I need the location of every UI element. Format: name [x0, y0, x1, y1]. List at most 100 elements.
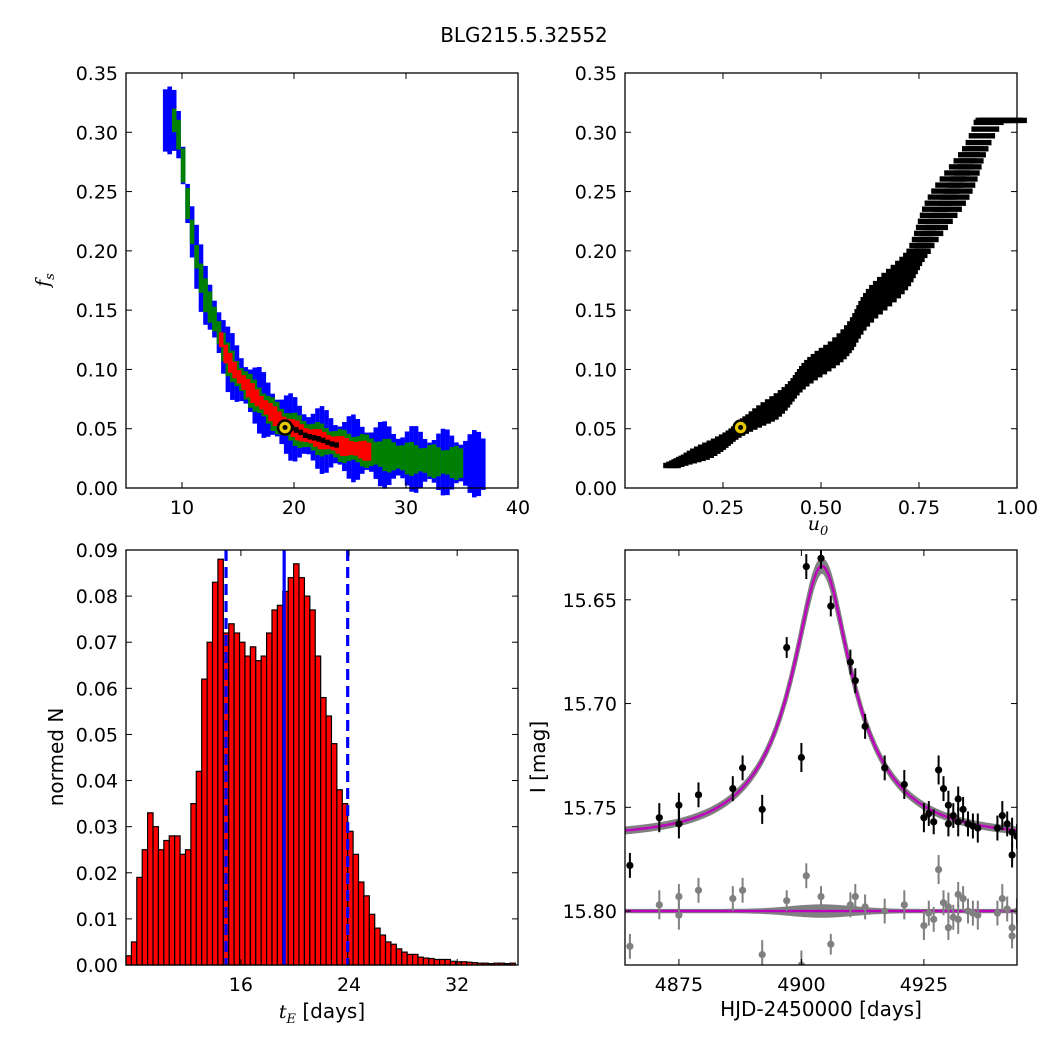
residual-point	[739, 886, 747, 894]
residual-point	[1008, 932, 1016, 940]
residual-point	[827, 940, 835, 948]
posterior-cell-green	[203, 278, 208, 313]
posterior-cell-green	[825, 350, 839, 357]
posterior-cell-green	[458, 448, 464, 478]
y-tick-label: 0.03	[76, 817, 118, 839]
data-point	[797, 753, 806, 762]
posterior-cell-red	[765, 407, 775, 413]
posterior-cell-green	[436, 447, 441, 477]
posterior-cell-green	[894, 268, 910, 275]
y-tick-label: 0.06	[76, 678, 118, 700]
posterior-cell-red	[772, 401, 782, 407]
histogram-bar	[417, 956, 424, 966]
histogram-bar	[249, 646, 257, 966]
histogram-bar	[233, 632, 241, 966]
posterior-cell-green	[377, 441, 383, 467]
posterior-cell-green	[924, 224, 940, 231]
residual-point	[959, 895, 967, 903]
data-point	[1008, 851, 1016, 859]
y-tick-label: 15.75	[563, 797, 617, 819]
y-tick-label: 0.00	[76, 478, 118, 500]
histogram-bar	[141, 849, 149, 966]
posterior-cell-red	[357, 441, 363, 459]
posterior-cell-red	[768, 404, 778, 410]
x-tick-label: 32	[445, 974, 469, 996]
posterior-cell-blue	[167, 86, 172, 155]
data-point	[944, 820, 953, 828]
panel-light-curve: 4875 4900 4925 15.65 15.70 15.75 15.80 I [mag] H…	[526, 549, 1018, 1021]
histogram-bar	[379, 934, 387, 966]
histogram-bar	[368, 913, 376, 966]
histogram-bar	[363, 895, 370, 966]
x-axis-label: tE [days]	[279, 999, 365, 1027]
x-axis-label: u0	[808, 513, 829, 539]
posterior-cell-red	[362, 440, 367, 461]
posterior-cell-red	[339, 436, 345, 456]
posterior-cell-green	[821, 353, 836, 360]
y-tick-label: 0.00	[575, 478, 617, 500]
posterior-cell-green	[841, 333, 856, 339]
y-tick-label: 0.07	[76, 632, 118, 654]
residual-point	[802, 872, 810, 880]
histogram-bar	[190, 803, 197, 966]
histogram-bar	[184, 849, 192, 966]
posterior-cell-blue	[467, 434, 473, 493]
x-tick-label: 0.25	[702, 497, 744, 519]
posterior-cell-green	[386, 438, 392, 473]
posterior-cell-green	[874, 293, 890, 299]
residual-point	[974, 911, 982, 919]
posterior-cell-green	[878, 288, 893, 295]
x-tick-label: 24	[337, 974, 361, 996]
y-tick-label: 0.08	[76, 586, 118, 608]
posterior-cell-black	[302, 432, 308, 438]
posterior-cell-black	[298, 429, 303, 436]
posterior-cell-red	[250, 383, 255, 403]
histogram-bar	[395, 948, 403, 966]
data-point	[949, 812, 957, 820]
y-tick-label: 0.15	[76, 300, 118, 322]
histogram-bar	[255, 660, 262, 966]
histogram-bar	[444, 958, 452, 966]
posterior-cell-green	[409, 442, 414, 476]
posterior-cell-green	[805, 369, 819, 375]
histogram-bar	[433, 958, 441, 966]
y-tick-label: 15.70	[563, 694, 617, 716]
data-point	[920, 814, 928, 822]
y-axis-label: fs	[32, 273, 58, 289]
histogram-bar	[211, 581, 219, 966]
posterior-cell-red	[798, 376, 809, 383]
posterior-cell-green	[391, 442, 396, 471]
histogram-bar	[314, 655, 322, 966]
x-tick-label: 30	[394, 497, 418, 519]
data-point	[817, 554, 825, 562]
posterior-cell-green	[950, 176, 967, 182]
posterior-cell-green	[901, 260, 917, 267]
posterior-cell-red	[223, 344, 228, 364]
data-point	[626, 861, 634, 870]
histogram-bar	[439, 958, 446, 966]
data-point	[881, 764, 889, 772]
residual-point	[783, 897, 791, 905]
posterior-cell-black	[307, 434, 312, 440]
posterior-cell-red	[775, 398, 785, 404]
data-point	[675, 820, 683, 828]
residual-point	[861, 903, 869, 911]
data-point	[739, 764, 747, 772]
posterior-cell-green	[914, 242, 930, 249]
posterior-cell-green	[431, 444, 437, 479]
y-tick-label: 15.80	[563, 901, 617, 923]
axes-frame	[125, 549, 519, 966]
x-tick-label: 16	[229, 974, 253, 996]
posterior-cell-black	[729, 432, 735, 439]
y-axis-label: normed N	[44, 708, 68, 807]
y-tick-label: 0.25	[575, 182, 617, 204]
histogram-bar	[303, 595, 311, 966]
x-tick-label: 10	[170, 497, 194, 519]
posterior-cell-green	[404, 442, 410, 475]
posterior-cell-green	[967, 146, 984, 152]
data-point	[675, 801, 683, 809]
histogram-bar	[336, 789, 343, 966]
data-point	[802, 563, 810, 571]
residual-point	[851, 892, 859, 901]
histogram-bar	[152, 826, 160, 966]
